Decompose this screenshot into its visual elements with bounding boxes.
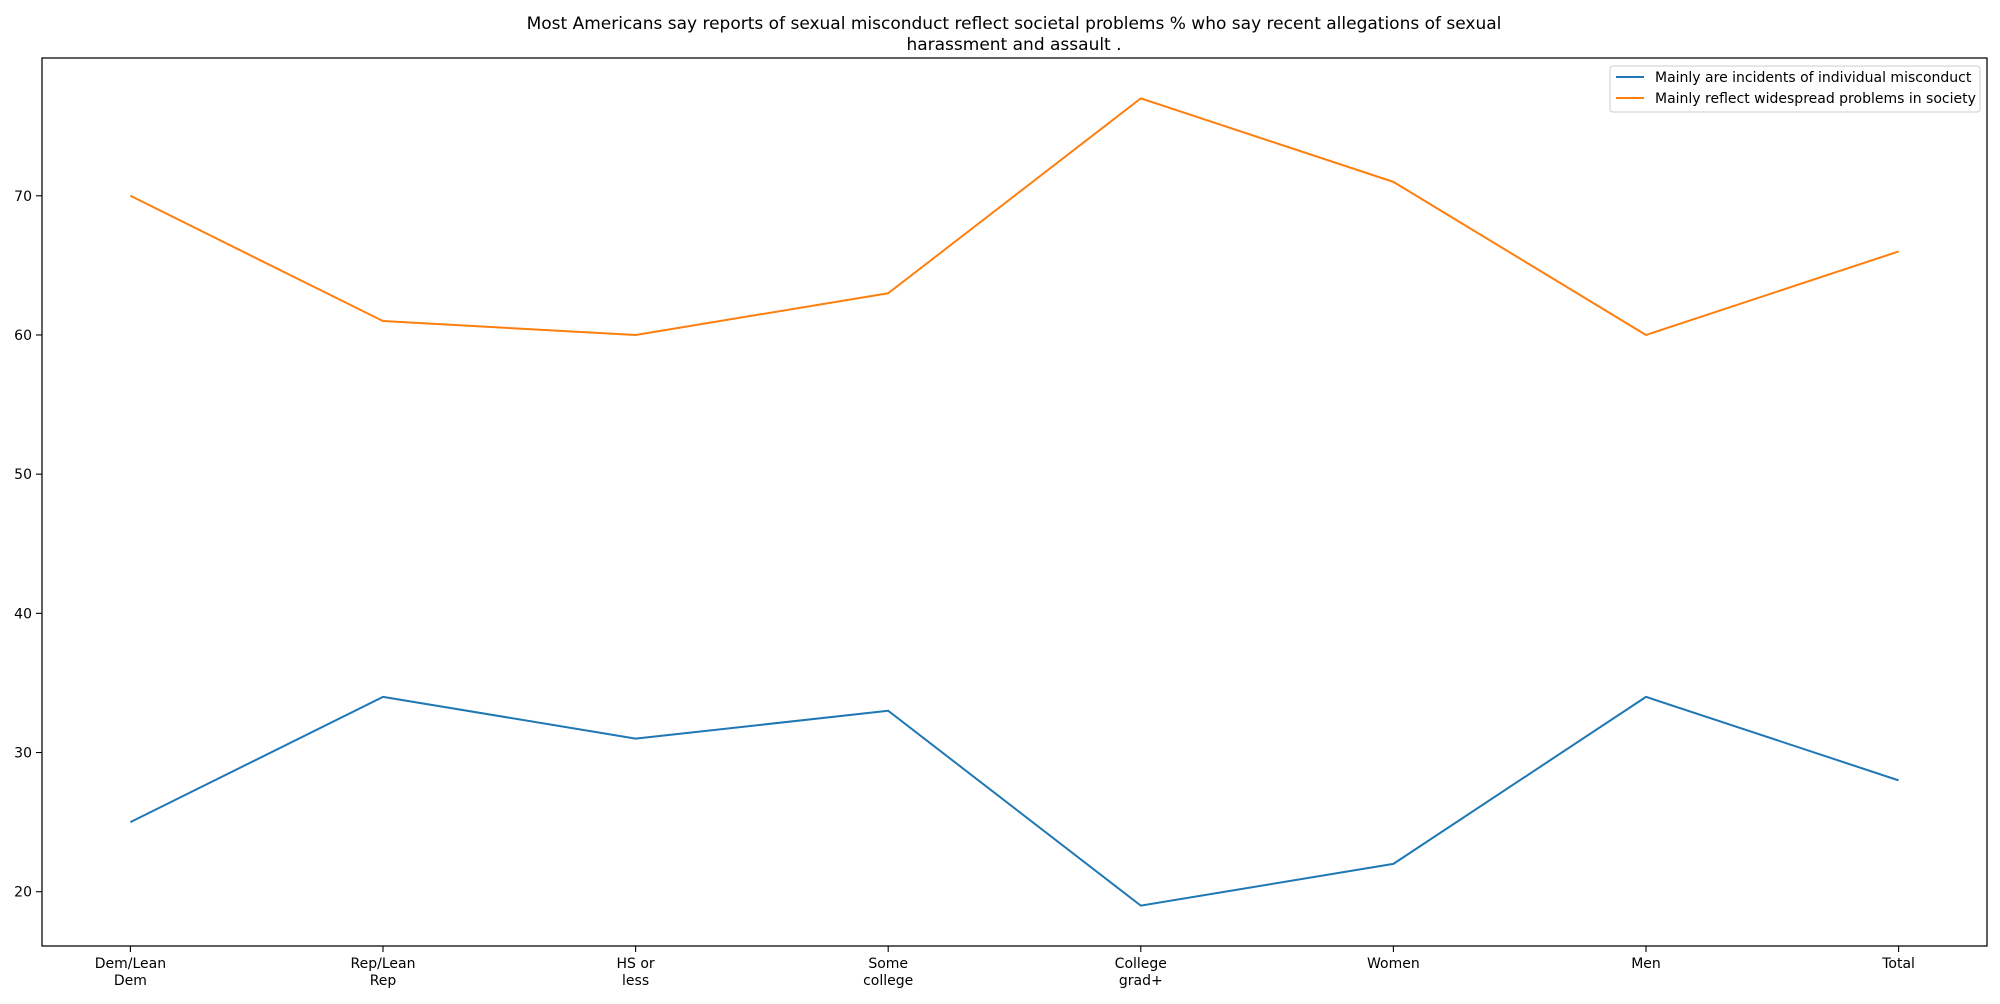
chart-title-line: harassment and assault . bbox=[906, 35, 1121, 55]
series-lines bbox=[130, 98, 1898, 905]
x-tick-label: Total bbox=[1881, 956, 1915, 972]
plot-area-frame bbox=[42, 58, 1987, 946]
x-tick-label: Men bbox=[1631, 956, 1661, 972]
legend-label: Mainly are incidents of individual misco… bbox=[1655, 70, 1972, 86]
y-tick-label: 70 bbox=[14, 189, 32, 205]
y-tick-label: 60 bbox=[14, 328, 32, 344]
series-line-2 bbox=[130, 98, 1898, 335]
y-axis: 20 30 40 50 60 70 bbox=[14, 189, 42, 901]
legend: Mainly are incidents of individual misco… bbox=[1610, 66, 1980, 112]
y-tick-label: 20 bbox=[14, 885, 32, 901]
chart-title-line: Most Americans say reports of sexual mis… bbox=[527, 14, 1502, 34]
chart-title: Most Americans say reports of sexual mis… bbox=[527, 14, 1502, 55]
y-tick-label: 40 bbox=[14, 606, 32, 622]
series-line-1 bbox=[130, 697, 1898, 906]
x-tick-label: Women bbox=[1367, 956, 1420, 972]
y-tick-label: 50 bbox=[14, 467, 32, 483]
y-tick-label: 30 bbox=[14, 746, 32, 762]
legend-label: Mainly reflect widespread problems in so… bbox=[1655, 91, 1976, 107]
